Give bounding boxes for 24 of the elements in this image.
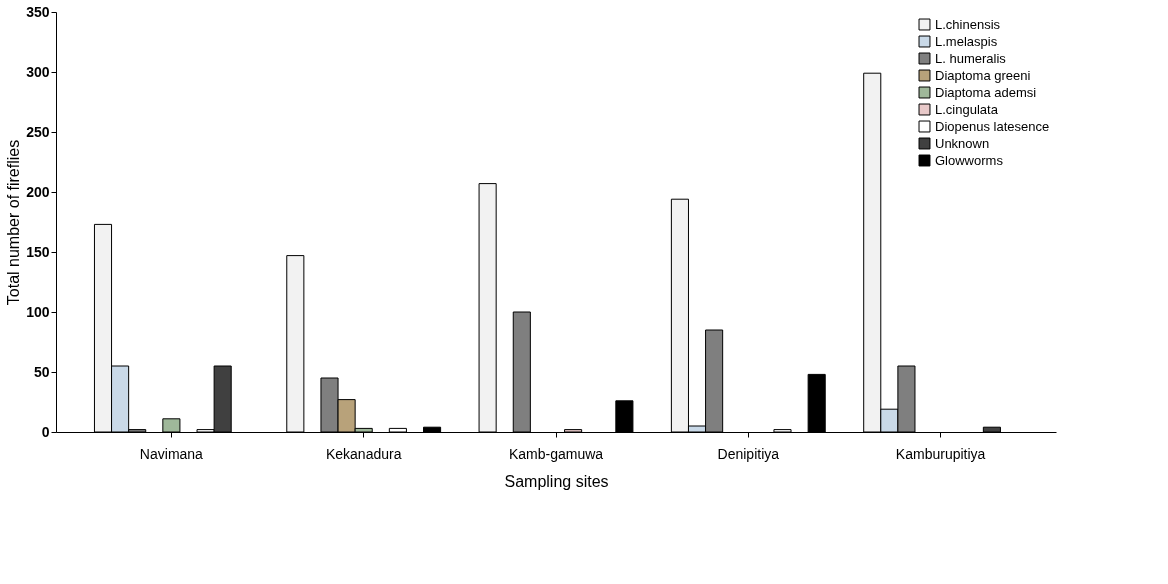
y-tick-label: 200 <box>26 183 50 200</box>
legend-label: Diopenus latesence <box>935 118 1050 134</box>
x-axis-title: Sampling sites <box>504 472 609 490</box>
y-tick-label: 100 <box>26 303 50 320</box>
x-tick-label: Kamb-gamuwa <box>508 445 604 462</box>
legend-label: Glowworms <box>935 152 1004 168</box>
legend-label: L. humeralis <box>935 50 1007 66</box>
y-tick-label: 50 <box>33 363 50 380</box>
x-tick-label: Kamburupitiya <box>895 445 986 462</box>
x-tick-label: Denipitiya <box>717 445 780 462</box>
legend-label: Unknown <box>935 135 990 151</box>
x-tick-label: Kekanadura <box>325 445 402 462</box>
y-tick-label: 0 <box>41 423 50 440</box>
x-tick-label: Navimana <box>139 445 204 462</box>
legend-label: L.cingulata <box>935 101 999 117</box>
y-tick-label: 150 <box>26 243 50 260</box>
y-tick-label: 300 <box>26 63 50 80</box>
y-tick-label: 350 <box>26 3 50 20</box>
legend-label: Diaptoma greeni <box>935 67 1031 83</box>
y-tick-label: 250 <box>26 123 50 140</box>
legend-label: L.melaspis <box>935 33 998 49</box>
legend-label: L.chinensis <box>935 16 1001 32</box>
legend-label: Diaptoma ademsi <box>935 84 1037 100</box>
y-axis-title: Total number of fireflies <box>5 139 23 306</box>
